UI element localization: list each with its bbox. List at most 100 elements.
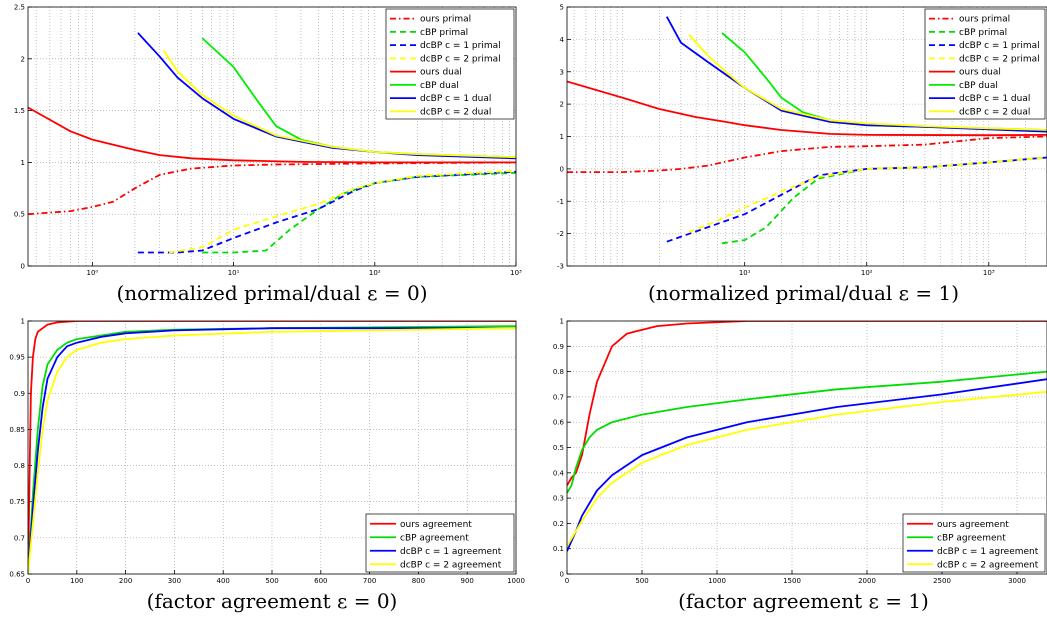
legend: ours agreement cBP agreement dcBP c = 1 ag… <box>902 513 1046 573</box>
legend-entry: cBP primal <box>420 28 468 38</box>
y-tick-label: 4 <box>560 36 565 44</box>
series-line-cbp-primal <box>721 156 1047 245</box>
legend-entry: dcBP c = 1 primal <box>420 41 501 51</box>
legend-entry: cBP agreement <box>937 533 1006 543</box>
y-tick-label: 0.2 <box>553 520 564 528</box>
legend-entry: ours dual <box>420 68 462 78</box>
y-tick-label: 1.5 <box>14 107 25 115</box>
y-tick-label: 0 <box>560 165 564 173</box>
series-group <box>28 321 516 574</box>
series-line-dcbp-c-2-dual <box>162 50 516 159</box>
x-tick-label: 700 <box>363 577 376 585</box>
series-group <box>28 32 516 254</box>
series-line-ours-primal <box>567 135 1047 173</box>
y-tick-label: 0.7 <box>14 534 25 542</box>
series-line-dcbp-c-2-primal <box>169 169 516 254</box>
x-tick-label: 200 <box>119 577 132 585</box>
x-tick-label: 1000 <box>507 577 525 585</box>
legend-entry: ours agreement <box>400 520 472 530</box>
legend-entry: dcBP c = 2 agreement <box>937 560 1039 570</box>
x-tick-label: 400 <box>217 577 230 585</box>
y-tick-label: 0.3 <box>553 495 564 503</box>
series-line-ours-agreement <box>28 321 516 574</box>
y-tick-label: 0.8 <box>553 368 564 376</box>
axes-frame <box>566 320 1047 575</box>
x-tick-label: 500 <box>635 577 648 585</box>
chart-2: -3 -2 -1 0 1 2 3 4 5 10¹ 10² 10³ ours primal cBP prim… <box>557 4 1047 305</box>
legend-entry: dcBP c = 1 dual <box>420 94 491 104</box>
series-group <box>567 321 1047 552</box>
y-tick-label: 5 <box>560 4 564 12</box>
y-tick-label: 0.65 <box>9 571 25 579</box>
x-tick-label: 600 <box>314 577 327 585</box>
chart-caption: (normalized primal/dual ε = 1) <box>648 281 959 305</box>
x-tick-label: 2500 <box>933 577 951 585</box>
legend-entry: cBP primal <box>959 28 1007 38</box>
legend: ours primal cBP primal dcBP c = 1 primal dc… <box>385 8 515 120</box>
axes-frame <box>566 6 1047 267</box>
series-line-ours-primal <box>28 161 516 216</box>
legend-entry: ours primal <box>420 15 471 25</box>
x-tick-label: 3000 <box>1008 577 1026 585</box>
x-tick-label: 100 <box>70 577 83 585</box>
y-tick-label: 1 <box>560 133 564 141</box>
series-line-ours-dual <box>28 106 516 164</box>
legend-entry: dcBP c = 1 primal <box>959 41 1040 51</box>
y-tick-label: 1 <box>21 318 25 326</box>
chart-1: 0 0.5 1 1.5 2 2.5 10⁰ 10¹ 10² 10³ ours primal cBP p… <box>14 4 522 306</box>
y-tick-label: 0.5 <box>14 211 25 219</box>
x-tick-label: 2000 <box>858 577 876 585</box>
series-line-dcbp-c-2-primal <box>688 156 1047 233</box>
y-tick-label: 0 <box>560 571 564 579</box>
x-tick-label: 900 <box>461 577 474 585</box>
y-tick-label: 0 <box>21 263 25 271</box>
series-line-dcbp-c-2-agreement <box>28 327 516 574</box>
legend: ours primal cBP primal dcBP c = 1 primal dc… <box>924 8 1046 120</box>
x-tick-label: 10¹ <box>739 269 751 277</box>
y-tick-label: 0.9 <box>14 390 25 398</box>
x-tick-label: 10¹ <box>228 269 240 277</box>
chart-caption: (normalized primal/dual ε = 0) <box>116 281 427 305</box>
legend-entry: ours dual <box>959 68 1001 78</box>
y-tick-label: 0.9 <box>553 343 564 351</box>
x-tick-label: 1000 <box>708 577 726 585</box>
x-tick-label: 10² <box>369 269 381 277</box>
series-line-dcbp-c-1-agreement <box>28 327 516 574</box>
y-tick-label: -1 <box>557 198 564 206</box>
legend-entry: cBP agreement <box>400 533 469 543</box>
chart-3: 0.65 0.7 0.75 0.8 0.85 0.9 0.95 1 0 100 200 300 400 5… <box>9 318 525 614</box>
legend: ours agreement cBP agreement dcBP c = 1 ag… <box>365 513 515 573</box>
y-tick-label: 0.85 <box>9 426 25 434</box>
x-tick-label: 800 <box>412 577 425 585</box>
chart-4: 0 0.1 0.2 0.3 0.4 0.5 0.6 0.7 0.8 0.9 1 0 500 1000 150… <box>553 318 1047 613</box>
x-tick-label: 0 <box>565 577 569 585</box>
y-tick-label: 2 <box>21 55 25 63</box>
y-tick-label: 0.5 <box>553 444 564 452</box>
y-tick-label: 0.4 <box>553 469 565 477</box>
legend-entry: cBP dual <box>959 81 998 91</box>
series-line-cbp-agreement <box>567 370 1047 494</box>
y-tick-label: 2 <box>560 101 564 109</box>
y-tick-label: 0.95 <box>9 354 25 362</box>
legend-entry: ours agreement <box>937 520 1009 530</box>
x-tick-label: 10² <box>861 269 873 277</box>
legend-entry: dcBP c = 2 agreement <box>400 560 502 570</box>
legend-entry: dcBP c = 1 agreement <box>400 547 502 557</box>
legend-entry: dcBP c = 2 primal <box>959 54 1040 64</box>
y-tick-label: 1 <box>560 318 564 326</box>
legend-entry: dcBP c = 1 dual <box>959 94 1030 104</box>
series-line-dcbp-c-2-agreement <box>567 390 1047 547</box>
legend-entry: dcBP c = 1 agreement <box>937 547 1039 557</box>
x-tick-label: 10³ <box>510 269 522 277</box>
series-group <box>567 16 1047 245</box>
legend-box <box>385 8 515 120</box>
y-tick-label: 3 <box>560 68 564 76</box>
series-line-dcbp-c-1-primal <box>137 170 516 254</box>
legend-entry: dcBP c = 2 dual <box>959 107 1030 117</box>
legend-entry: dcBP c = 2 dual <box>420 107 491 117</box>
y-tick-label: 2.5 <box>14 4 25 12</box>
y-tick-label: 0.1 <box>553 545 564 553</box>
grid <box>28 6 517 267</box>
y-tick-label: 1 <box>21 159 25 167</box>
